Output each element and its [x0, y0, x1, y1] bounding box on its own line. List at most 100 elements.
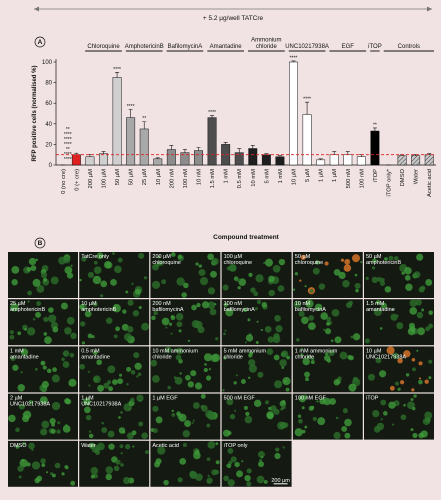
cell: [191, 421, 194, 424]
cell: [245, 411, 250, 417]
cell: [315, 260, 320, 265]
cell: [210, 270, 217, 278]
cell: [279, 359, 287, 367]
cell: [411, 388, 415, 392]
error-bar: [182, 149, 187, 153]
bar: [329, 154, 339, 166]
cell: [241, 460, 244, 463]
bar: [275, 156, 285, 166]
cell: [176, 321, 183, 328]
cell: [90, 474, 96, 479]
cell: [173, 376, 177, 380]
cell: [299, 279, 302, 282]
cell: [122, 309, 127, 314]
cell: [138, 306, 142, 310]
cell: [418, 377, 422, 380]
x-tick-label: 0.5 mM: [237, 169, 243, 188]
x-tick-label: 10 mM: [251, 169, 257, 187]
cell: [69, 352, 75, 358]
y-tick-label: 80: [45, 81, 52, 87]
cell: [184, 420, 192, 428]
cell: [428, 359, 433, 364]
cell: [41, 420, 50, 429]
cell: [206, 457, 211, 461]
cell: [170, 252, 176, 257]
cell: [107, 365, 116, 374]
cell: [413, 271, 421, 279]
cell: [416, 253, 424, 261]
y-tick-label: 60: [45, 101, 52, 107]
cell: [88, 430, 92, 433]
tile-label: 100 nM: [224, 301, 243, 307]
cell: [70, 264, 73, 267]
cell: [177, 477, 183, 483]
cell: [244, 474, 251, 482]
cell: [224, 329, 227, 332]
cell: [56, 429, 61, 434]
cell: [254, 307, 258, 311]
group-label: iTOP: [368, 44, 382, 50]
x-tick-label: 200 nM: [169, 169, 175, 189]
cell: [96, 359, 102, 366]
x-tick-label: 50 µM: [115, 169, 121, 185]
tile-label: 10 µM: [366, 348, 382, 354]
x-tick-label: Water: [414, 169, 420, 184]
cell: [314, 303, 323, 311]
significance: ****: [290, 55, 298, 61]
cell: [93, 260, 98, 265]
cell: [201, 405, 208, 412]
cell: [54, 462, 61, 469]
cell: [137, 372, 142, 377]
cell: [304, 371, 310, 378]
cell: [326, 321, 330, 326]
cell: [412, 367, 416, 372]
x-tick-label: 200 µM: [88, 169, 94, 189]
cell: [428, 323, 434, 329]
tile-label: bafilomycinA: [224, 307, 256, 313]
cell: [350, 335, 354, 339]
cell: [179, 372, 182, 375]
cell: [405, 373, 410, 377]
tile-label: 1 µM: [81, 396, 94, 402]
group-label: AmphotericinB: [125, 44, 164, 50]
error-bar: [305, 101, 310, 115]
cell: [392, 352, 399, 360]
cell: [152, 375, 160, 383]
cell: [66, 272, 74, 279]
cell: [138, 252, 145, 259]
cell: [384, 286, 392, 293]
cell: [274, 314, 281, 322]
x-tick-label: iTOP only*: [387, 168, 393, 196]
cell: [390, 313, 398, 321]
cell: [141, 322, 150, 331]
cell: [93, 350, 98, 356]
tile-label: 5 mM ammonium: [224, 348, 267, 354]
cell: [168, 322, 173, 326]
cell: [236, 278, 241, 282]
x-tick-label: 1 mM: [278, 169, 284, 184]
bar: [424, 154, 434, 166]
cell: [256, 475, 265, 484]
cell: [263, 261, 266, 265]
error-bar: [250, 145, 255, 149]
bar: [166, 149, 176, 166]
cell: [267, 336, 274, 343]
error-bar: [169, 145, 174, 150]
cell: [26, 462, 31, 467]
significance: **: [66, 147, 70, 153]
cell: [27, 327, 36, 336]
error-bar: [142, 121, 147, 129]
cell: [388, 401, 396, 409]
significance: ****: [127, 104, 135, 110]
cell: [123, 333, 132, 341]
cell: [133, 352, 140, 359]
cell: [88, 433, 94, 439]
tile-label: 200 nM: [152, 301, 171, 307]
cell: [310, 360, 315, 365]
bar: [397, 155, 407, 166]
error-bar: [210, 115, 215, 118]
cell: [143, 276, 148, 280]
cell: [189, 470, 197, 478]
cell: [64, 465, 69, 469]
cell: [193, 451, 201, 460]
